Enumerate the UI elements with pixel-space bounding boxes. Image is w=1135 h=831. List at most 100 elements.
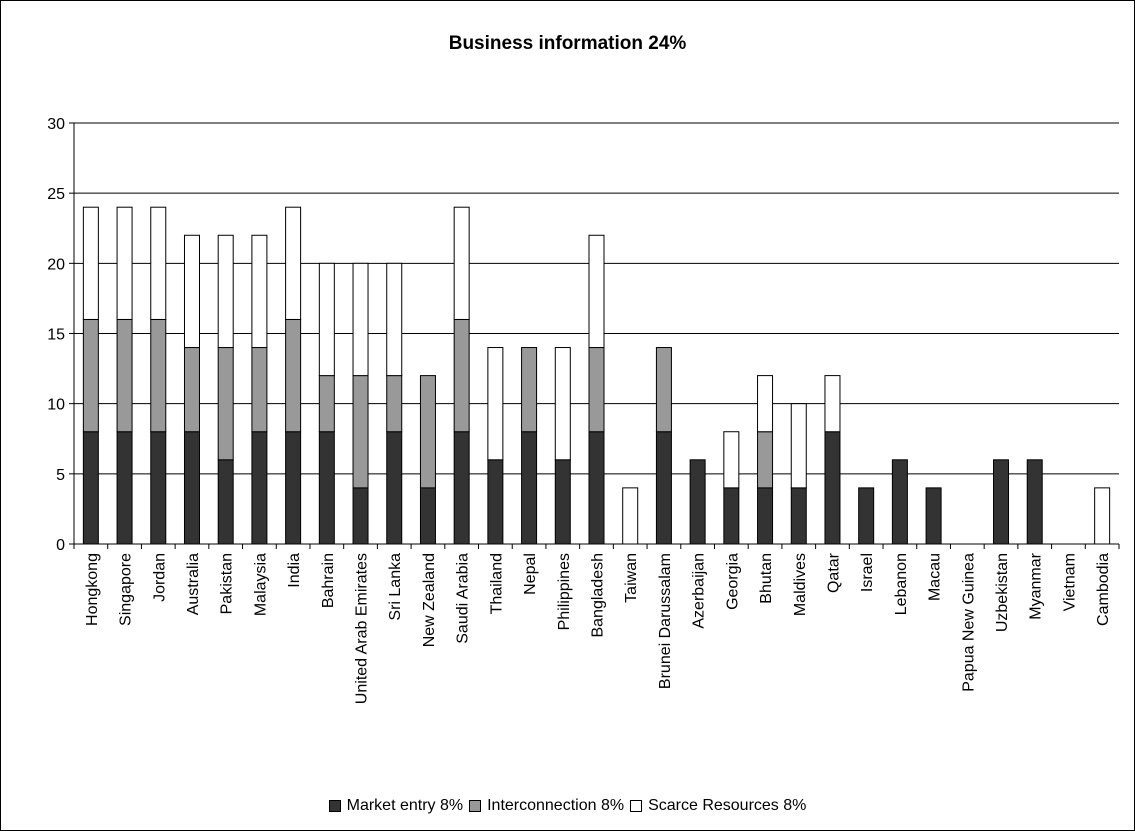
bar-segment bbox=[588, 347, 605, 433]
x-category-label: Papua New Guinea bbox=[960, 553, 977, 692]
x-category-label: Vietnam bbox=[1061, 553, 1078, 611]
x-category-label: Maldives bbox=[792, 553, 809, 616]
bar-segment bbox=[285, 431, 302, 545]
x-category-label: India bbox=[286, 553, 303, 588]
bar-segment bbox=[453, 206, 470, 320]
y-tick-label: 30 bbox=[47, 116, 65, 133]
bar-segment bbox=[183, 234, 200, 349]
x-category-label: Singapore bbox=[118, 553, 135, 626]
x-category-label: Cambodia bbox=[1095, 553, 1112, 626]
y-tick-label: 0 bbox=[56, 537, 65, 554]
bar-segment bbox=[790, 487, 807, 545]
y-tick-label: 20 bbox=[47, 256, 65, 273]
bar-segment bbox=[419, 375, 436, 489]
bar-segment bbox=[1094, 487, 1111, 545]
bar-segment bbox=[453, 431, 470, 545]
bar-segment bbox=[251, 234, 268, 349]
y-tick-label: 10 bbox=[47, 397, 65, 414]
x-category-label: Qatar bbox=[825, 552, 842, 593]
bar-segment bbox=[116, 431, 133, 545]
bar-segment bbox=[925, 487, 942, 545]
bar-segment bbox=[487, 459, 504, 545]
x-category-label: Thailand bbox=[488, 553, 505, 614]
bar-segment bbox=[318, 431, 335, 545]
bar-segment bbox=[116, 206, 133, 320]
bar-segment bbox=[824, 431, 841, 545]
bar-segment bbox=[352, 375, 369, 489]
chart-legend: Market entry 8% Interconnection 8% Scarc… bbox=[0, 797, 1135, 815]
x-category-label: Azerbaijan bbox=[691, 553, 708, 629]
y-tick-label: 25 bbox=[47, 186, 65, 203]
bar-segment bbox=[723, 431, 740, 489]
bar-segment bbox=[251, 431, 268, 545]
bar-segment bbox=[150, 206, 167, 320]
bar-segment bbox=[386, 431, 403, 545]
x-category-label: Philippines bbox=[556, 553, 573, 630]
bar-segment bbox=[891, 459, 908, 545]
x-category-label: Brunei Darussalam bbox=[657, 553, 674, 689]
bar-segment bbox=[150, 318, 167, 433]
bar-segment bbox=[655, 431, 672, 545]
bar-segment bbox=[217, 347, 234, 461]
legend-swatch-market-entry bbox=[328, 800, 341, 812]
legend-swatch-scarce-resources bbox=[630, 800, 643, 812]
bar-segment bbox=[82, 318, 99, 433]
legend-label-interconnection: Interconnection 8% bbox=[487, 797, 625, 814]
bar-segment bbox=[318, 375, 335, 433]
x-category-label: Nepal bbox=[522, 553, 539, 595]
x-category-label: Australia bbox=[185, 553, 202, 615]
x-category-label: Jordan bbox=[151, 553, 168, 602]
bar-segment bbox=[285, 318, 302, 433]
legend-item-market-entry: Market entry 8% bbox=[328, 797, 463, 815]
x-category-label: United Arab Emirates bbox=[354, 553, 371, 704]
bar-segment bbox=[622, 487, 639, 545]
bar-segment bbox=[116, 318, 133, 433]
bar-segment bbox=[723, 487, 740, 545]
x-category-label: Bhutan bbox=[758, 553, 775, 604]
bar-segment bbox=[487, 347, 504, 461]
x-category-label: Sri Lanka bbox=[387, 553, 404, 621]
x-category-label: Bahrain bbox=[320, 553, 337, 608]
bar-segment bbox=[217, 459, 234, 545]
bar-segment bbox=[858, 487, 875, 545]
y-tick-label: 15 bbox=[47, 327, 65, 344]
x-category-label: Uzbekistan bbox=[994, 553, 1011, 632]
bar-segment bbox=[82, 206, 99, 320]
x-category-label: Hongkong bbox=[84, 553, 101, 626]
bar-segment bbox=[689, 459, 706, 545]
bar-segment bbox=[1026, 459, 1043, 545]
bar-segment bbox=[757, 487, 774, 545]
x-category-label: Saudi Arabia bbox=[455, 553, 472, 644]
bar-segment bbox=[217, 234, 234, 349]
bar-segment bbox=[285, 206, 302, 320]
bar-segment bbox=[386, 262, 403, 377]
x-category-label: Bangladesh bbox=[590, 553, 607, 638]
bar-segment bbox=[554, 459, 571, 545]
bar-segment bbox=[183, 431, 200, 545]
bar-segment bbox=[251, 347, 268, 433]
x-category-label: Georgia bbox=[724, 553, 741, 610]
bar-segment bbox=[757, 431, 774, 489]
x-category-label: Myanmar bbox=[1028, 552, 1045, 619]
bar-segment bbox=[453, 318, 470, 433]
bar-segment bbox=[183, 347, 200, 433]
bar-segment bbox=[993, 459, 1010, 545]
x-category-label: Taiwan bbox=[623, 553, 640, 603]
bar-segment bbox=[521, 431, 538, 545]
bar-segment bbox=[82, 431, 99, 545]
x-category-label: Lebanon bbox=[893, 553, 910, 615]
legend-item-interconnection: Interconnection 8% bbox=[469, 797, 624, 815]
bar-segment bbox=[150, 431, 167, 545]
legend-swatch-interconnection bbox=[469, 800, 482, 812]
x-category-label: Pakistan bbox=[219, 553, 236, 614]
bar-segment bbox=[554, 347, 571, 461]
x-category-label: New Zealand bbox=[421, 553, 438, 647]
x-category-label: Israel bbox=[859, 553, 876, 592]
bar-segment bbox=[386, 375, 403, 433]
bar-segment bbox=[655, 347, 672, 433]
x-category-label: Malaysia bbox=[252, 553, 269, 616]
bar-segment bbox=[824, 375, 841, 433]
bar-segment bbox=[757, 375, 774, 433]
bar-segment bbox=[352, 262, 369, 377]
